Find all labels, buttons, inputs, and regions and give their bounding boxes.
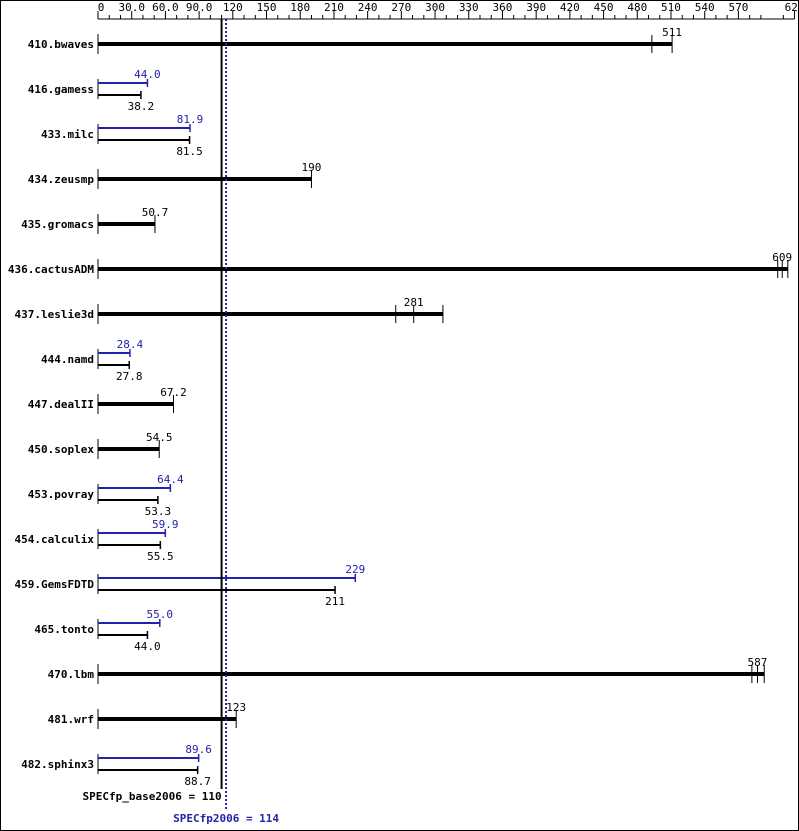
x-tick-label: 390 bbox=[526, 1, 546, 14]
base-value-label: 67.2 bbox=[160, 386, 187, 399]
x-tick-label: 180 bbox=[290, 1, 310, 14]
benchmark-label: 465.tonto bbox=[34, 623, 94, 636]
base-value-label: 55.5 bbox=[147, 550, 174, 563]
x-tick-label: 60.0 bbox=[152, 1, 179, 14]
base-value-label: 54.5 bbox=[146, 431, 173, 444]
peak-value-label: 28.4 bbox=[117, 338, 144, 351]
benchmark-label: 437.leslie3d bbox=[15, 308, 94, 321]
benchmark-label: 470.lbm bbox=[48, 668, 95, 681]
benchmark-label: 454.calculix bbox=[15, 533, 95, 546]
benchmark-label: 436.cactusADM bbox=[8, 263, 94, 276]
peak-value-label: 44.0 bbox=[134, 68, 161, 81]
peak-reference-label: SPECfp2006 = 114 bbox=[173, 812, 279, 825]
peak-value-label: 89.6 bbox=[185, 743, 212, 756]
base-value-label: 50.7 bbox=[142, 206, 169, 219]
x-tick-label: 90.0 bbox=[186, 1, 213, 14]
benchmark-label: 481.wrf bbox=[48, 713, 94, 726]
base-reference-label: SPECfp_base2006 = 110 bbox=[83, 790, 222, 803]
x-tick-label: 620 bbox=[785, 1, 798, 14]
x-tick-label: 0 bbox=[98, 1, 105, 14]
benchmark-label: 435.gromacs bbox=[21, 218, 94, 231]
base-value-label: 53.3 bbox=[145, 505, 172, 518]
x-tick-label: 480 bbox=[627, 1, 647, 14]
base-value-label: 38.2 bbox=[128, 100, 155, 113]
base-value-label: 81.5 bbox=[176, 145, 203, 158]
benchmark-label: 410.bwaves bbox=[28, 38, 94, 51]
x-tick-label: 360 bbox=[493, 1, 513, 14]
benchmark-label: 459.GemsFDTD bbox=[15, 578, 95, 591]
base-value-label: 88.7 bbox=[184, 775, 211, 788]
x-tick-label: 240 bbox=[358, 1, 378, 14]
x-tick-label: 570 bbox=[728, 1, 748, 14]
base-value-label: 211 bbox=[325, 595, 345, 608]
base-value-label: 281 bbox=[404, 296, 424, 309]
base-value-label: 511 bbox=[662, 26, 682, 39]
benchmark-label: 434.zeusmp bbox=[28, 173, 95, 186]
peak-value-label: 81.9 bbox=[177, 113, 204, 126]
x-tick-label: 300 bbox=[425, 1, 445, 14]
peak-value-label: 55.0 bbox=[147, 608, 174, 621]
benchmark-label: 482.sphinx3 bbox=[21, 758, 94, 771]
x-tick-label: 450 bbox=[594, 1, 614, 14]
x-tick-label: 120 bbox=[223, 1, 243, 14]
benchmark-label: 416.gamess bbox=[28, 83, 94, 96]
benchmark-label: 444.namd bbox=[41, 353, 94, 366]
base-value-label: 587 bbox=[748, 656, 768, 669]
base-value-label: 44.0 bbox=[134, 640, 161, 653]
base-value-label: 123 bbox=[226, 701, 246, 714]
benchmark-label: 447.dealII bbox=[28, 398, 94, 411]
base-value-label: 27.8 bbox=[116, 370, 143, 383]
x-tick-label: 420 bbox=[560, 1, 580, 14]
x-tick-label: 270 bbox=[391, 1, 411, 14]
benchmark-label: 453.povray bbox=[28, 488, 95, 501]
x-tick-label: 540 bbox=[695, 1, 715, 14]
benchmark-label: 450.soplex bbox=[28, 443, 95, 456]
benchmark-label: 433.milc bbox=[41, 128, 94, 141]
x-tick-label: 330 bbox=[459, 1, 479, 14]
x-tick-label: 30.0 bbox=[118, 1, 145, 14]
peak-value-label: 59.9 bbox=[152, 518, 179, 531]
x-tick-label: 510 bbox=[661, 1, 681, 14]
x-tick-label: 150 bbox=[257, 1, 277, 14]
x-tick-label: 210 bbox=[324, 1, 344, 14]
base-value-label: 190 bbox=[302, 161, 322, 174]
base-value-label: 609 bbox=[772, 251, 792, 264]
peak-value-label: 229 bbox=[345, 563, 365, 576]
peak-value-label: 64.4 bbox=[157, 473, 184, 486]
